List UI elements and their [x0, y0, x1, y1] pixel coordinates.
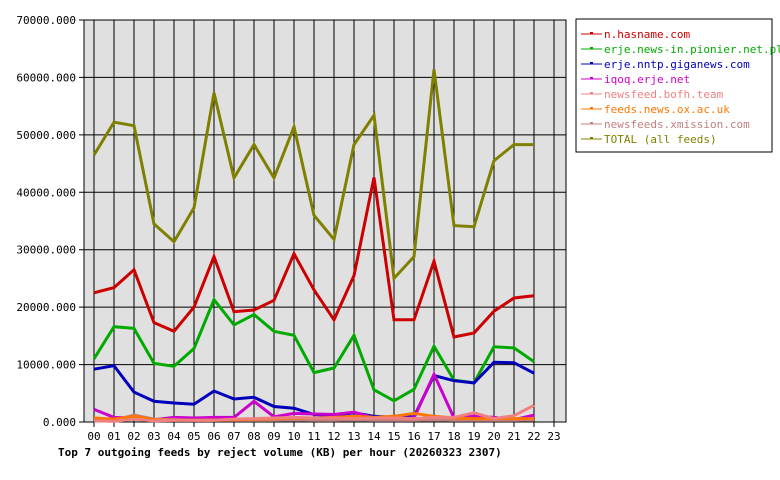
chart-title: Top 7 outgoing feeds by reject volume (K…: [58, 446, 502, 459]
legend-entry: newsfeed.bofh.team: [604, 88, 724, 101]
x-tick-label: 23: [547, 430, 560, 443]
x-tick-label: 15: [387, 430, 400, 443]
x-tick-label: 08: [247, 430, 260, 443]
legend-entry: iqoq.erje.net: [604, 73, 690, 86]
y-tick-label: 30000.000: [16, 244, 76, 257]
y-tick-label: 20000.000: [16, 301, 76, 314]
x-tick-label: 12: [327, 430, 340, 443]
legend-entry: erje.news-in.pionier.net.pl: [604, 43, 780, 56]
grid-lines: [79, 19, 566, 427]
y-tick-label: 10000.000: [16, 359, 76, 372]
x-tick-label: 07: [227, 430, 240, 443]
x-tick-label: 14: [367, 430, 381, 443]
legend-box: [575, 18, 773, 153]
x-tick-label: 18: [447, 430, 460, 443]
x-tick-label: 22: [527, 430, 540, 443]
x-axis: 00 01 02 03 04 05 06 07 08 09 10 11 12 13 14 15 16 17 18 19…: [87, 430, 560, 443]
legend-entry: newsfeeds.xmission.com: [604, 118, 750, 131]
x-tick-label: 20: [487, 430, 500, 443]
legend: n.hasname.com erje.news-in.pionier.net.pl…: [575, 18, 780, 153]
x-tick-label: 21: [507, 430, 520, 443]
legend-entry: TOTAL (all feeds): [604, 133, 717, 146]
legend-entry: n.hasname.com: [604, 28, 690, 41]
plot-area: [83, 19, 567, 423]
series-line: [93, 177, 535, 339]
y-tick-label: 0.000: [43, 416, 76, 429]
y-tick-label: 60000.000: [16, 71, 76, 84]
x-tick-label: 00: [87, 430, 100, 443]
y-tick-label: 50000.000: [16, 129, 76, 142]
x-tick-label: 04: [167, 430, 181, 443]
x-tick-label: 19: [467, 430, 480, 443]
x-tick-label: 17: [427, 430, 440, 443]
x-tick-label: 03: [147, 430, 160, 443]
x-tick-label: 13: [347, 430, 360, 443]
legend-entry: feeds.news.ox.ac.uk: [604, 103, 730, 116]
x-tick-label: 11: [307, 430, 320, 443]
x-tick-label: 16: [407, 430, 420, 443]
x-tick-label: 05: [187, 430, 200, 443]
data-series: [92, 69, 535, 423]
x-tick-label: 06: [207, 430, 220, 443]
series-line: [93, 403, 535, 423]
series-line: [92, 69, 534, 282]
x-tick-label: 10: [287, 430, 300, 443]
y-tick-label: 40000.000: [16, 186, 76, 199]
x-tick-label: 09: [267, 430, 280, 443]
y-tick-label: 70000.000: [16, 14, 76, 27]
legend-entry: erje.nntp.giganews.com: [604, 58, 750, 71]
x-tick-label: 02: [127, 430, 140, 443]
x-tick-label: 01: [107, 430, 120, 443]
y-axis: 0.000 10000.000 20000.000 30000.000 40000.00…: [16, 14, 76, 429]
